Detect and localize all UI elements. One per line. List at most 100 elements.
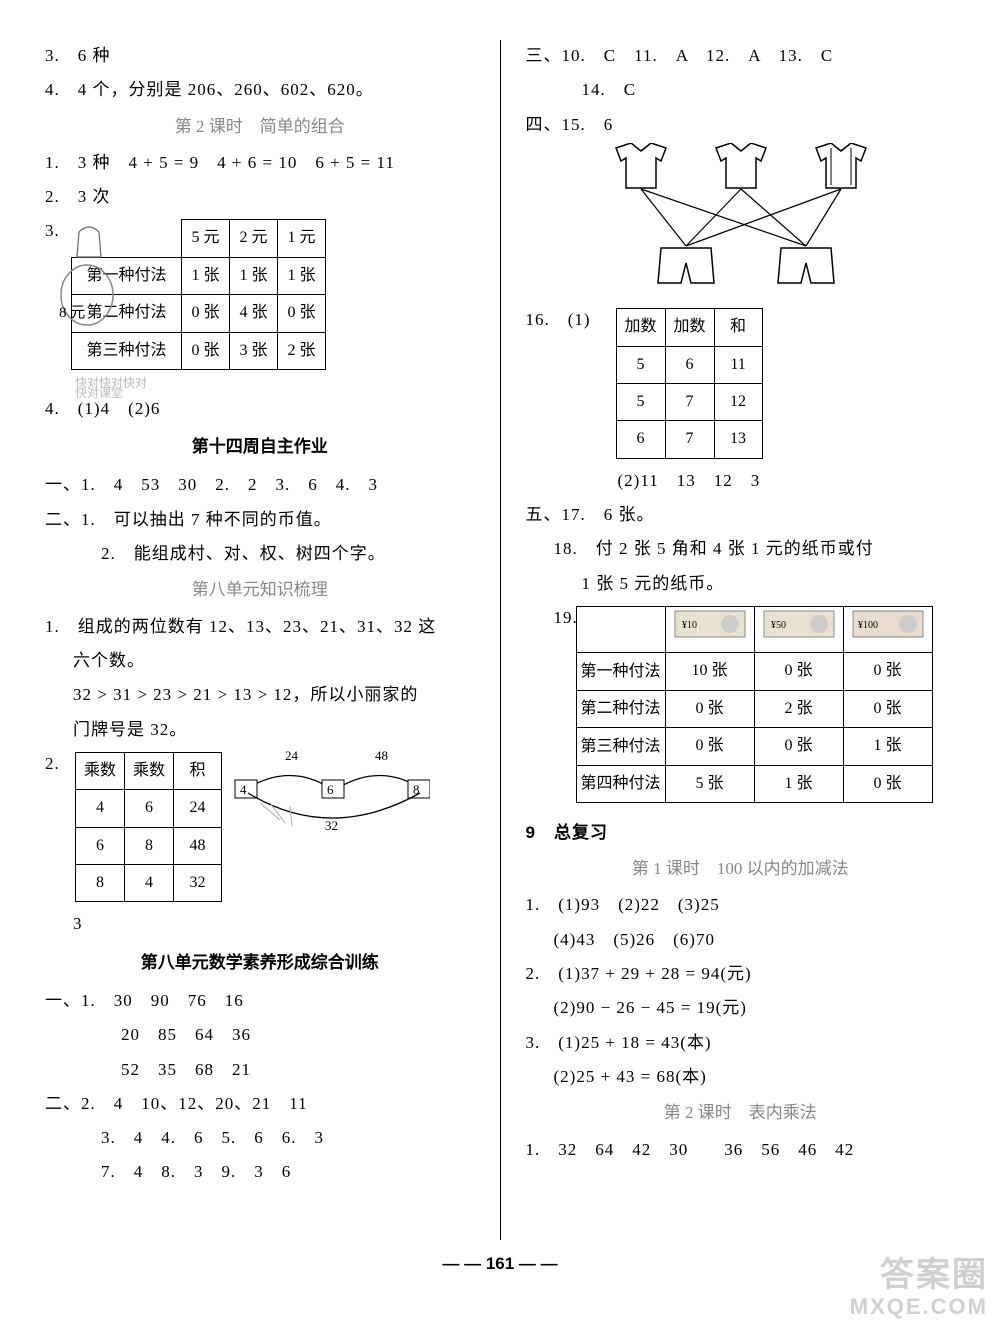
text: 1. 组成的两位数有 12、13、23、21、31、32 这 [45, 611, 475, 643]
cell: 0 张 [754, 653, 843, 690]
wm-line: 答案圈 [850, 1257, 988, 1294]
item-num: 2. [45, 748, 67, 780]
text: (2)25 + 43 = 68(本) [526, 1061, 956, 1093]
cell: 6 [616, 421, 665, 458]
heading: 9 总复习 [526, 817, 956, 849]
page-num-value: 161 [486, 1254, 514, 1273]
cell: 1 张 [754, 765, 843, 802]
cell: 6 [125, 790, 174, 827]
text: 2. 能组成村、对、权、树四个字。 [45, 538, 475, 570]
th: 5 元 [182, 220, 230, 257]
cell: 第三种付法 [576, 728, 665, 765]
text: 三、10. C 11. A 12. A 13. C [526, 40, 956, 72]
cell: 0 张 [843, 765, 932, 802]
cell: 0 张 [843, 653, 932, 690]
cell: 4 [76, 790, 125, 827]
text: (4)43 (5)26 (6)70 [526, 924, 956, 956]
cell: 第四种付法 [576, 765, 665, 802]
svg-text:6: 6 [327, 782, 334, 797]
watermark-bottom: 答案圈 MXQE.COM [850, 1257, 988, 1319]
svg-text:32: 32 [325, 818, 338, 833]
svg-text:8 元: 8 元 [59, 305, 85, 321]
svg-text:¥100: ¥100 [858, 620, 878, 631]
cell: 第三种付法 [72, 332, 182, 369]
cell: 0 张 [843, 690, 932, 727]
th: 1 元 [278, 220, 326, 257]
subheading: 第 2 课时 简单的组合 [45, 111, 475, 143]
heading: 第十四周自主作业 [45, 431, 475, 463]
money-pay-table: ¥10 ¥50 ¥100 第一种付法10 张0 张0 张 第二种付法0 张2 张… [576, 606, 933, 803]
text: 二、2. 4 10、12、20、21 11 [45, 1088, 475, 1120]
text: 六个数。 [45, 645, 475, 677]
banknote-icon: ¥10 [674, 610, 746, 638]
cell: 12 [714, 383, 762, 420]
text: 32 > 31 > 23 > 21 > 13 > 12，所以小丽家的 [45, 679, 475, 711]
th: 加数 [665, 309, 714, 346]
cell: 0 张 [278, 295, 326, 332]
multiplication-table: 乘数 乘数 积 4624 6848 8432 [75, 752, 222, 903]
wm-line: MXQE.COM [850, 1295, 988, 1319]
text: 一、1. 4 53 30 2. 2 3. 6 4. 3 [45, 469, 475, 501]
two-column-layout: 3. 6 种 4. 4 个，分别是 206、260、602、620。 第 2 课… [45, 40, 955, 1240]
item-num: 16. (1) [526, 304, 616, 336]
arc-diagram: 24 48 4 6 8 32 [230, 748, 430, 858]
subheading: 第 1 课时 100 以内的加减法 [526, 853, 956, 885]
th: 2 元 [230, 220, 278, 257]
cell: 24 [174, 790, 222, 827]
th: 乘数 [125, 752, 174, 789]
cell: 7 [665, 421, 714, 458]
banknote-icon: ¥100 [852, 610, 924, 638]
text: 五、17. 6 张。 [526, 499, 956, 531]
cell: 6 [76, 827, 125, 864]
svg-text:¥50: ¥50 [771, 620, 786, 631]
cell: 0 张 [182, 295, 230, 332]
cell: 0 张 [665, 728, 754, 765]
cell: 8 [76, 864, 125, 901]
text: 3 [45, 908, 475, 940]
th: 和 [714, 309, 762, 346]
cell: 0 张 [182, 332, 230, 369]
th: 积 [174, 752, 222, 789]
cell: 2 张 [278, 332, 326, 369]
text: 3. (1)25 + 18 = 43(本) [526, 1027, 956, 1059]
text: 2. 3 次 [45, 181, 475, 213]
cell: 10 张 [665, 653, 754, 690]
cell: 13 [714, 421, 762, 458]
cell: 1 张 [843, 728, 932, 765]
item-num: 19. [526, 602, 576, 634]
cell: 11 [714, 346, 762, 383]
text: 4. 4 个，分别是 206、260、602、620。 [45, 74, 475, 106]
cell: 0 张 [754, 728, 843, 765]
text: 二、1. 可以抽出 7 种不同的币值。 [45, 504, 475, 536]
right-column: 三、10. C 11. A 12. A 13. C 14. C 四、15. 6 [526, 40, 956, 1240]
svg-text:4: 4 [240, 782, 247, 797]
cell: 4 张 [230, 295, 278, 332]
subheading: 第 2 课时 表内乘法 [526, 1097, 956, 1129]
text: 18. 付 2 张 5 角和 4 张 1 元的纸币或付 [526, 533, 956, 565]
text: 4. (1)4 (2)6 [45, 393, 475, 425]
banknote-icon: ¥50 [763, 610, 835, 638]
th: 加数 [616, 309, 665, 346]
cell: 5 [616, 346, 665, 383]
text: 3. 4 4. 6 5. 6 6. 3 [45, 1122, 475, 1154]
cell: 4 [125, 864, 174, 901]
text: 1. 32 64 42 30 36 56 46 42 [526, 1134, 956, 1166]
cell: 1 张 [230, 257, 278, 294]
cell: 2 张 [754, 690, 843, 727]
text: 14. C [526, 74, 956, 106]
text: (2)11 13 12 3 [526, 465, 956, 497]
cell: 第二种付法 [576, 690, 665, 727]
text: 1 张 5 元的纸币。 [526, 568, 956, 600]
th: 乘数 [76, 752, 125, 789]
text: (2)90 − 26 − 45 = 19(元) [526, 992, 956, 1024]
cell: 32 [174, 864, 222, 901]
column-divider [500, 40, 501, 1240]
svg-text:¥10: ¥10 [682, 620, 697, 631]
cell: 5 [616, 383, 665, 420]
text: 1. (1)93 (2)22 (3)25 [526, 889, 956, 921]
cell: 第一种付法 [576, 653, 665, 690]
svg-text:24: 24 [285, 748, 299, 763]
shirt-shorts-diagram [586, 143, 906, 293]
svg-text:48: 48 [375, 748, 388, 763]
cell: 48 [174, 827, 222, 864]
